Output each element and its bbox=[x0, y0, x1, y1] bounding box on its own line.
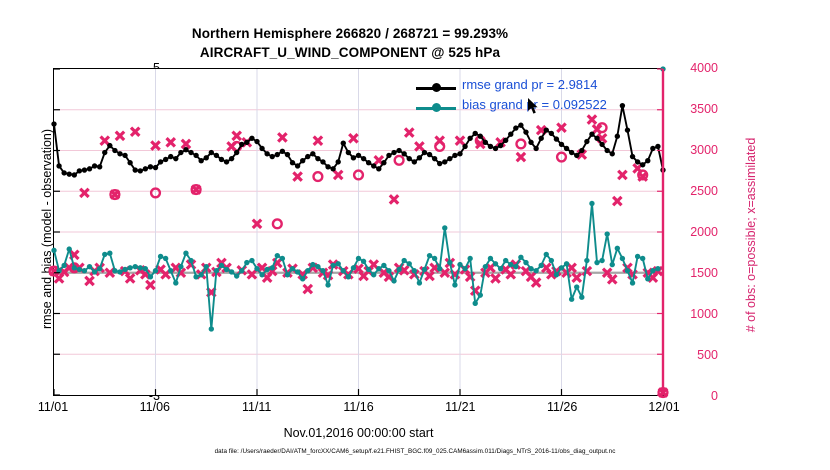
x-axis-label: Nov.01,2016 00:00:00 start bbox=[283, 426, 434, 440]
x-tick-11/16: 11/16 bbox=[343, 400, 374, 414]
y-tick-right-500: 500 bbox=[697, 348, 718, 362]
x-tick-11/26: 11/26 bbox=[546, 400, 578, 414]
data-file-note: data file: /Users/raeder/DAI/ATM_forcXX/… bbox=[214, 448, 616, 455]
x-tick-12/01: 12/01 bbox=[648, 400, 680, 414]
legend-entry-bias[interactable]: bias grand pr = 0.092522 bbox=[416, 97, 652, 118]
y-tick-right-0: 0 bbox=[711, 389, 718, 403]
y-axis-left-label: rmse and bias (model - observation) bbox=[40, 128, 54, 330]
plot-area[interactable] bbox=[48, 66, 669, 399]
x-tick-11/11: 11/11 bbox=[241, 400, 272, 414]
x-tick-11/01: 11/01 bbox=[37, 400, 69, 414]
legend-marker-bias bbox=[432, 103, 441, 112]
chart-title-line2: AIRCRAFT_U_WIND_COMPONENT @ 525 hPa bbox=[199, 45, 501, 60]
y-tick-right-2500: 2500 bbox=[690, 184, 718, 198]
y-tick-right-4000: 4000 bbox=[690, 61, 718, 75]
series-rmse bbox=[51, 102, 666, 178]
legend-marker-rmse bbox=[432, 83, 441, 92]
y-tick-right-3500: 3500 bbox=[690, 102, 718, 116]
y-axis-right-label: # of obs: o=possible; x=assimilated bbox=[744, 137, 758, 333]
x-tick-11/21: 11/21 bbox=[445, 400, 476, 414]
chart-title-line1: Northern Hemisphere 266820 / 268721 = 99… bbox=[191, 26, 509, 41]
y-tick-right-3000: 3000 bbox=[690, 143, 718, 157]
x-tick-11/06: 11/06 bbox=[139, 400, 170, 414]
legend-label-bias: bias grand pr = 0.092522 bbox=[462, 97, 607, 112]
y-tick-right-1000: 1000 bbox=[690, 307, 718, 321]
series-bias bbox=[51, 66, 666, 332]
legend-entry-rmse[interactable]: rmse grand pr = 2.9814 bbox=[416, 77, 652, 98]
legend-label-rmse: rmse grand pr = 2.9814 bbox=[462, 77, 598, 92]
y-tick-right-2000: 2000 bbox=[690, 225, 718, 239]
y-tick-left--3: -3 bbox=[148, 389, 160, 403]
chart-title: Northern Hemisphere 266820 / 268721 = 99… bbox=[0, 24, 700, 62]
plot-svg bbox=[48, 66, 669, 399]
y-tick-right-1500: 1500 bbox=[690, 266, 718, 280]
legend: rmse grand pr = 2.9814 bias grand pr = 0… bbox=[416, 77, 652, 118]
